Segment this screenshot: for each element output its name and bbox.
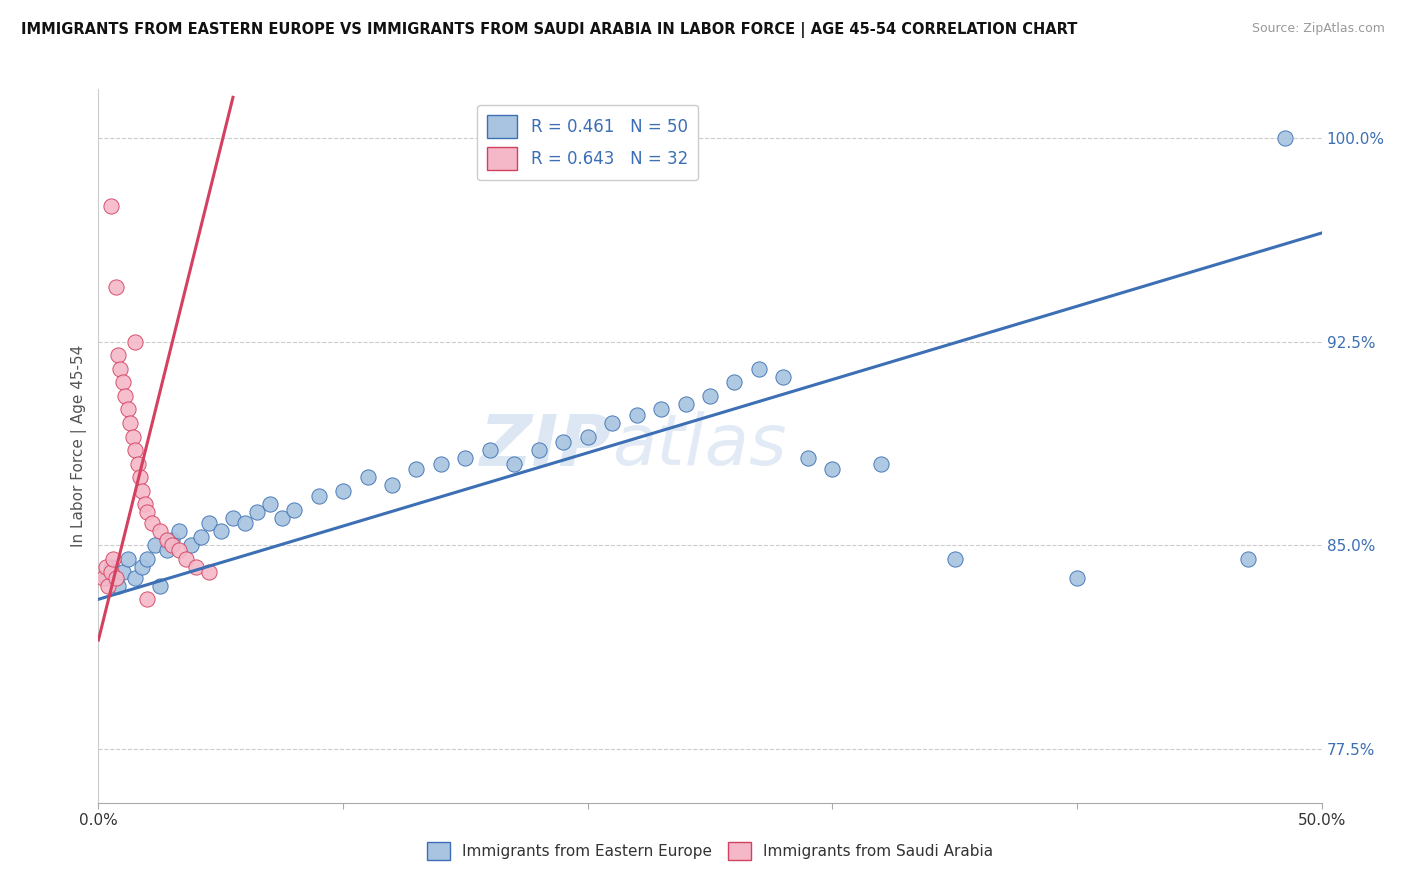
- Point: [134, 497, 156, 511]
- Point: [1274, 131, 1296, 145]
- Point: [943, 551, 966, 566]
- Point: [94, 559, 117, 574]
- Point: [114, 389, 136, 403]
- Point: [503, 457, 526, 471]
- Point: [332, 483, 354, 498]
- Point: [97, 579, 120, 593]
- Point: [430, 457, 453, 471]
- Point: [104, 280, 127, 294]
- Point: [176, 551, 198, 566]
- Point: [283, 502, 305, 516]
- Point: [209, 524, 232, 539]
- Point: [723, 376, 745, 390]
- Text: Source: ZipAtlas.com: Source: ZipAtlas.com: [1251, 22, 1385, 36]
- Point: [111, 565, 134, 579]
- Point: [797, 451, 820, 466]
- Point: [527, 443, 550, 458]
- Point: [149, 524, 172, 539]
- Point: [131, 483, 153, 498]
- Point: [1237, 551, 1260, 566]
- Point: [156, 543, 179, 558]
- Point: [626, 408, 648, 422]
- Point: [100, 565, 122, 579]
- Point: [124, 571, 146, 585]
- Point: [356, 470, 378, 484]
- Legend: Immigrants from Eastern Europe, Immigrants from Saudi Arabia: Immigrants from Eastern Europe, Immigran…: [420, 836, 1000, 866]
- Point: [190, 530, 212, 544]
- Point: [454, 451, 477, 466]
- Point: [120, 416, 142, 430]
- Point: [131, 559, 153, 574]
- Point: [107, 348, 129, 362]
- Point: [870, 457, 893, 471]
- Point: [186, 559, 208, 574]
- Point: [553, 434, 575, 449]
- Point: [675, 397, 697, 411]
- Point: [117, 551, 139, 566]
- Point: [136, 551, 159, 566]
- Point: [246, 506, 269, 520]
- Point: [259, 497, 281, 511]
- Point: [167, 524, 190, 539]
- Point: [308, 489, 330, 503]
- Point: [156, 533, 179, 547]
- Point: [222, 511, 245, 525]
- Point: [576, 429, 599, 443]
- Point: [129, 470, 152, 484]
- Y-axis label: In Labor Force | Age 45-54: In Labor Force | Age 45-54: [72, 345, 87, 547]
- Point: [111, 822, 134, 837]
- Point: [136, 506, 159, 520]
- Point: [143, 538, 166, 552]
- Point: [197, 516, 219, 531]
- Point: [107, 579, 129, 593]
- Point: [180, 538, 202, 552]
- Point: [233, 516, 256, 531]
- Point: [141, 516, 163, 531]
- Point: [405, 462, 427, 476]
- Point: [650, 402, 672, 417]
- Point: [124, 443, 146, 458]
- Point: [117, 402, 139, 417]
- Point: [748, 361, 770, 376]
- Point: [270, 511, 294, 525]
- Point: [110, 361, 132, 376]
- Point: [111, 376, 134, 390]
- Text: IMMIGRANTS FROM EASTERN EUROPE VS IMMIGRANTS FROM SAUDI ARABIA IN LABOR FORCE | : IMMIGRANTS FROM EASTERN EUROPE VS IMMIGR…: [21, 22, 1077, 38]
- Point: [136, 592, 159, 607]
- Point: [121, 429, 143, 443]
- Point: [167, 543, 190, 558]
- Point: [124, 334, 146, 349]
- Point: [149, 579, 172, 593]
- Point: [94, 571, 117, 585]
- Point: [91, 571, 114, 585]
- Point: [699, 389, 721, 403]
- Point: [478, 443, 501, 458]
- Text: atlas: atlas: [612, 411, 787, 481]
- Point: [160, 538, 183, 552]
- Point: [104, 571, 127, 585]
- Point: [600, 416, 623, 430]
- Point: [821, 462, 844, 476]
- Point: [1066, 571, 1088, 585]
- Point: [100, 559, 122, 574]
- Point: [160, 533, 183, 547]
- Point: [127, 457, 149, 471]
- Point: [772, 369, 794, 384]
- Point: [197, 565, 219, 579]
- Point: [101, 551, 124, 566]
- Point: [100, 199, 122, 213]
- Text: ZIP: ZIP: [479, 411, 612, 481]
- Point: [381, 478, 404, 492]
